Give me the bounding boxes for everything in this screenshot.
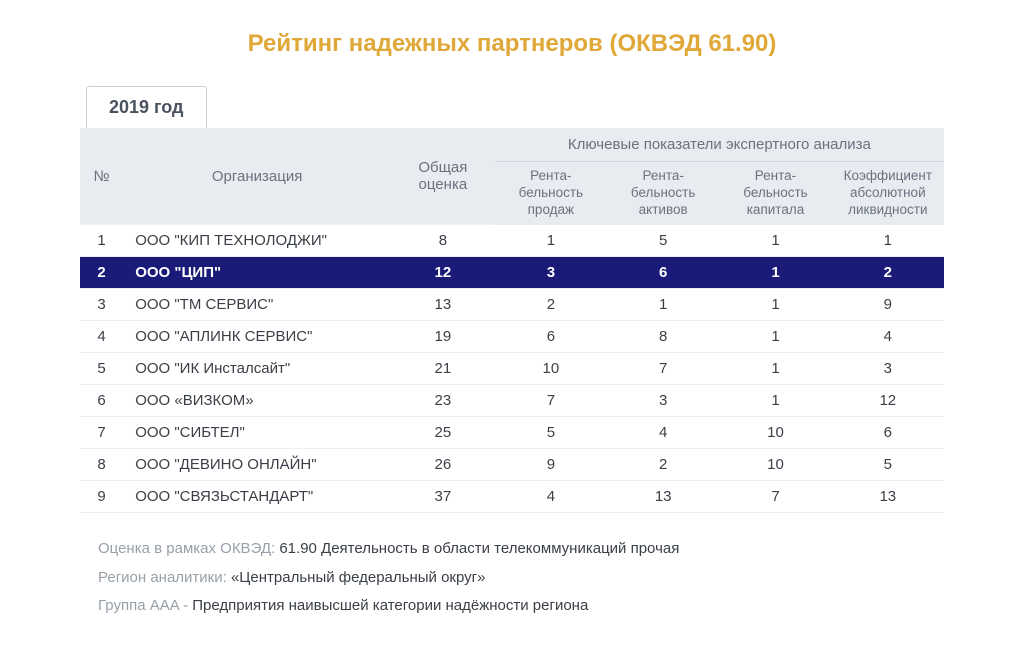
cell-k1: 5 (607, 225, 719, 257)
cell-score: 25 (391, 417, 495, 449)
cell-k2: 10 (719, 417, 831, 449)
cell-k2: 1 (719, 225, 831, 257)
cell-score: 8 (391, 225, 495, 257)
cell-k3: 3 (832, 353, 944, 385)
footer-value: «Центральный федеральный округ» (231, 569, 486, 586)
cell-k3: 9 (832, 289, 944, 321)
cell-num: 2 (80, 257, 123, 289)
cell-k1: 3 (607, 385, 719, 417)
cell-k1: 13 (607, 481, 719, 513)
col-sub-1: Рента-бельностьактивов (607, 162, 719, 225)
cell-org: ООО "СВЯЗЬСТАНДАРТ" (123, 481, 391, 513)
table-row: 3ООО "ТМ СЕРВИС"132119 (80, 289, 944, 321)
cell-org: ООО «ВИЗКОМ» (123, 385, 391, 417)
col-score: Общая оценка (391, 128, 495, 225)
cell-k0: 2 (495, 289, 607, 321)
col-sub-0: Рента-бельностьпродаж (495, 162, 607, 225)
cell-k2: 1 (719, 353, 831, 385)
cell-num: 8 (80, 449, 123, 481)
cell-k2: 10 (719, 449, 831, 481)
cell-k3: 5 (832, 449, 944, 481)
cell-k1: 2 (607, 449, 719, 481)
cell-org: ООО "ИК Инсталсайт" (123, 353, 391, 385)
cell-score: 23 (391, 385, 495, 417)
cell-k2: 7 (719, 481, 831, 513)
table-row: 7ООО "СИБТЕЛ"2554106 (80, 417, 944, 449)
cell-org: ООО "ДЕВИНО ОНЛАЙН" (123, 449, 391, 481)
cell-k0: 4 (495, 481, 607, 513)
cell-k3: 1 (832, 225, 944, 257)
footer-line: Регион аналитики: «Центральный федеральн… (98, 564, 944, 593)
cell-k1: 8 (607, 321, 719, 353)
cell-k3: 4 (832, 321, 944, 353)
footer-label: Оценка в рамках ОКВЭД: (98, 540, 279, 557)
cell-k3: 6 (832, 417, 944, 449)
footer-value: Предприятия наивысшей категории надёжнос… (192, 597, 588, 614)
footer-block: Оценка в рамках ОКВЭД: 61.90 Деятельност… (80, 535, 944, 621)
cell-score: 37 (391, 481, 495, 513)
col-sub-3: Коэффициентабсолютнойликвидности (832, 162, 944, 225)
cell-score: 19 (391, 321, 495, 353)
cell-k2: 1 (719, 289, 831, 321)
cell-num: 4 (80, 321, 123, 353)
cell-k0: 9 (495, 449, 607, 481)
col-num: № (80, 128, 123, 225)
tab-year[interactable]: 2019 год (86, 86, 207, 128)
page-title: Рейтинг надежных партнеров (ОКВЭД 61.90) (80, 30, 944, 58)
footer-label: Регион аналитики: (98, 569, 231, 586)
footer-line: Оценка в рамках ОКВЭД: 61.90 Деятельност… (98, 535, 944, 564)
cell-org: ООО "ЦИП" (123, 257, 391, 289)
table-row: 4ООО "АПЛИНК СЕРВИС"196814 (80, 321, 944, 353)
cell-k2: 1 (719, 257, 831, 289)
cell-k0: 5 (495, 417, 607, 449)
cell-score: 26 (391, 449, 495, 481)
table-row: 1ООО "КИП ТЕХНОЛОДЖИ"81511 (80, 225, 944, 257)
cell-k3: 13 (832, 481, 944, 513)
cell-org: ООО "КИП ТЕХНОЛОДЖИ" (123, 225, 391, 257)
rating-table: №ОрганизацияОбщая оценкаКлючевые показат… (80, 128, 944, 513)
footer-value: 61.90 Деятельность в области телекоммуни… (279, 540, 679, 557)
cell-score: 13 (391, 289, 495, 321)
col-org: Организация (123, 128, 391, 225)
cell-num: 1 (80, 225, 123, 257)
footer-label: Группа AAA - (98, 597, 192, 614)
cell-org: ООО "СИБТЕЛ" (123, 417, 391, 449)
cell-k3: 12 (832, 385, 944, 417)
cell-num: 5 (80, 353, 123, 385)
cell-k2: 1 (719, 321, 831, 353)
cell-score: 12 (391, 257, 495, 289)
cell-k1: 1 (607, 289, 719, 321)
cell-org: ООО "ТМ СЕРВИС" (123, 289, 391, 321)
cell-num: 6 (80, 385, 123, 417)
col-sub-2: Рента-бельностькапитала (719, 162, 831, 225)
cell-k1: 4 (607, 417, 719, 449)
cell-num: 9 (80, 481, 123, 513)
cell-k0: 1 (495, 225, 607, 257)
cell-num: 7 (80, 417, 123, 449)
table-row: 9ООО "СВЯЗЬСТАНДАРТ"37413713 (80, 481, 944, 513)
cell-k1: 6 (607, 257, 719, 289)
table-row: 2ООО "ЦИП"123612 (80, 257, 944, 289)
cell-k0: 10 (495, 353, 607, 385)
cell-k0: 7 (495, 385, 607, 417)
cell-score: 21 (391, 353, 495, 385)
footer-line: Группа AAA - Предприятия наивысшей катег… (98, 592, 944, 621)
cell-num: 3 (80, 289, 123, 321)
cell-k0: 6 (495, 321, 607, 353)
table-row: 6ООО «ВИЗКОМ»2373112 (80, 385, 944, 417)
table-row: 5ООО "ИК Инсталсайт"2110713 (80, 353, 944, 385)
table-row: 8ООО "ДЕВИНО ОНЛАЙН"2692105 (80, 449, 944, 481)
cell-k1: 7 (607, 353, 719, 385)
cell-k0: 3 (495, 257, 607, 289)
col-group: Ключевые показатели экспертного анализа (495, 128, 944, 162)
cell-k3: 2 (832, 257, 944, 289)
cell-k2: 1 (719, 385, 831, 417)
cell-org: ООО "АПЛИНК СЕРВИС" (123, 321, 391, 353)
